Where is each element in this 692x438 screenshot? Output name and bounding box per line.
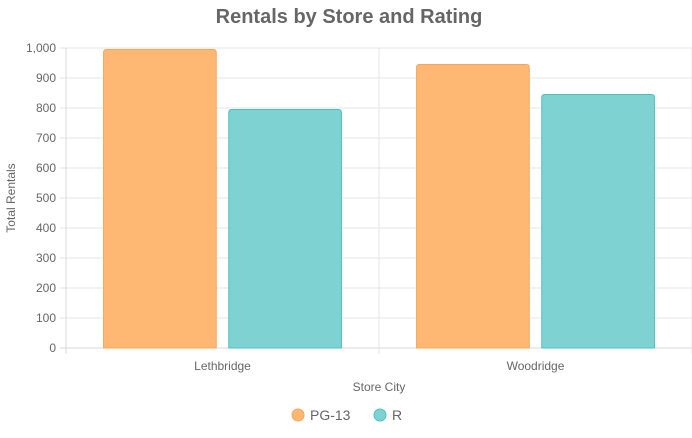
legend-label: PG-13 [310, 407, 351, 423]
y-tick-label: 600 [36, 161, 56, 175]
x-tick-label: Woodridge [507, 359, 565, 373]
chart-title: Rentals by Store and Rating [216, 6, 483, 28]
y-tick-label: 700 [36, 131, 56, 145]
y-tick-label: 500 [36, 191, 56, 205]
x-axis-title: Store City [353, 380, 406, 394]
y-tick-label: 900 [36, 71, 56, 85]
legend-swatch [373, 408, 387, 422]
legend: PG-13 R [291, 407, 402, 423]
legend-swatch [291, 408, 305, 422]
bar-r-woodridge [541, 94, 655, 349]
y-tick-label: 800 [36, 101, 56, 115]
bar-pg-13-lethbridge [103, 49, 217, 349]
y-tick-label: 300 [36, 251, 56, 265]
bars [103, 49, 655, 349]
y-tick-label: 1,000 [26, 41, 56, 55]
legend-item: PG-13 [291, 407, 351, 423]
x-axis-ticks: Lethbridge Woodridge [194, 359, 565, 373]
y-axis-ticks: 0 100 200 300 400 500 600 700 800 900 1,000 [26, 41, 56, 355]
bar-r-lethbridge [228, 109, 342, 349]
y-tick-label: 100 [36, 311, 56, 325]
legend-item: R [373, 407, 402, 423]
y-tick-label: 400 [36, 221, 56, 235]
bar-pg-13-woodridge [416, 64, 530, 349]
y-tick-label: 0 [49, 341, 56, 355]
x-tick-label: Lethbridge [194, 359, 251, 373]
y-axis-title: Total Rentals [4, 163, 18, 232]
legend-label: R [392, 407, 402, 423]
y-tick-label: 200 [36, 281, 56, 295]
